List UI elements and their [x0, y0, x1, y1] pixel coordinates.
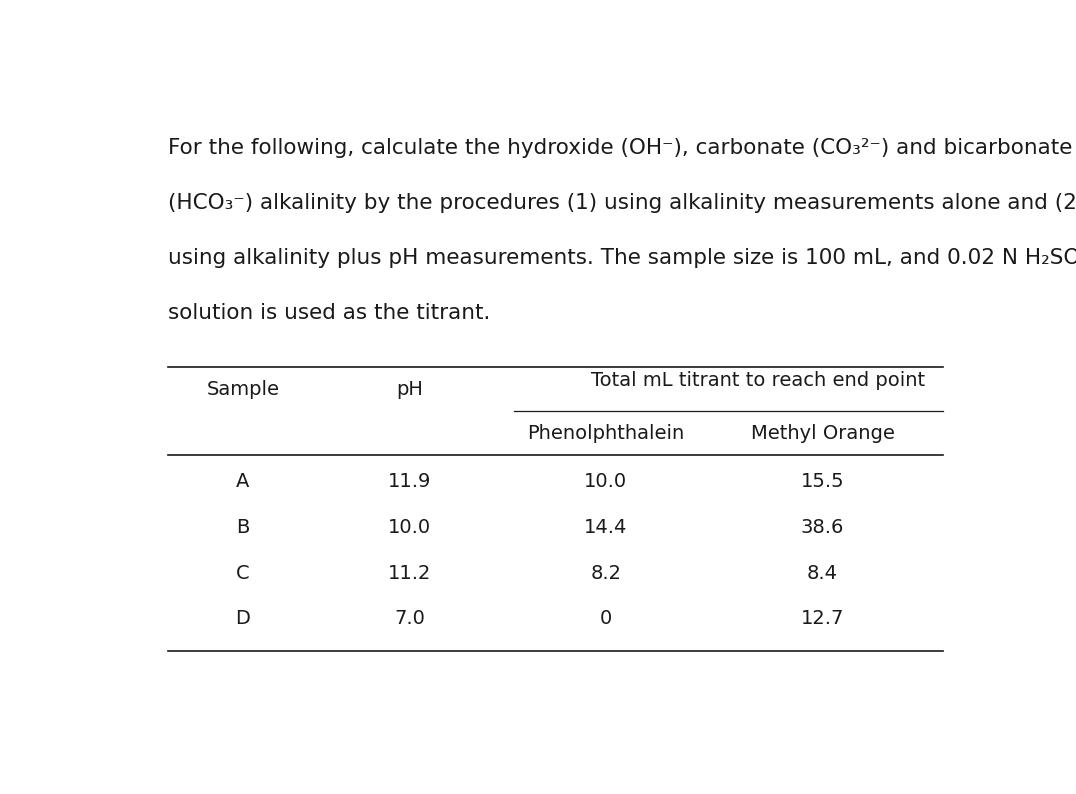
Text: Sample: Sample — [207, 380, 280, 399]
Text: 0: 0 — [599, 610, 612, 628]
Text: C: C — [236, 564, 250, 583]
Text: 10.0: 10.0 — [584, 472, 627, 491]
Text: 14.4: 14.4 — [584, 518, 627, 537]
Text: A: A — [237, 472, 250, 491]
Text: (HCO₃⁻) alkalinity by the procedures (1) using alkalinity measurements alone and: (HCO₃⁻) alkalinity by the procedures (1)… — [168, 193, 1076, 213]
Text: 15.5: 15.5 — [801, 472, 845, 491]
Text: 11.2: 11.2 — [388, 564, 431, 583]
Text: solution is used as the titrant.: solution is used as the titrant. — [168, 303, 491, 323]
Text: 7.0: 7.0 — [394, 610, 425, 628]
Text: For the following, calculate the hydroxide (OH⁻), carbonate (CO₃²⁻) and bicarbon: For the following, calculate the hydroxi… — [168, 138, 1072, 158]
Text: D: D — [236, 610, 251, 628]
Text: Phenolphthalein: Phenolphthalein — [527, 424, 684, 443]
Text: 38.6: 38.6 — [801, 518, 845, 537]
Text: 12.7: 12.7 — [801, 610, 845, 628]
Text: Total mL titrant to reach end point: Total mL titrant to reach end point — [591, 371, 925, 390]
Text: pH: pH — [396, 380, 423, 399]
Text: 8.2: 8.2 — [590, 564, 621, 583]
Text: 11.9: 11.9 — [388, 472, 431, 491]
Text: using alkalinity plus pH measurements. The sample size is 100 mL, and 0.02 N H₂S: using alkalinity plus pH measurements. T… — [168, 248, 1076, 268]
Text: Methyl Orange: Methyl Orange — [751, 424, 894, 443]
Text: B: B — [237, 518, 250, 537]
Text: 8.4: 8.4 — [807, 564, 838, 583]
Text: 10.0: 10.0 — [388, 518, 431, 537]
